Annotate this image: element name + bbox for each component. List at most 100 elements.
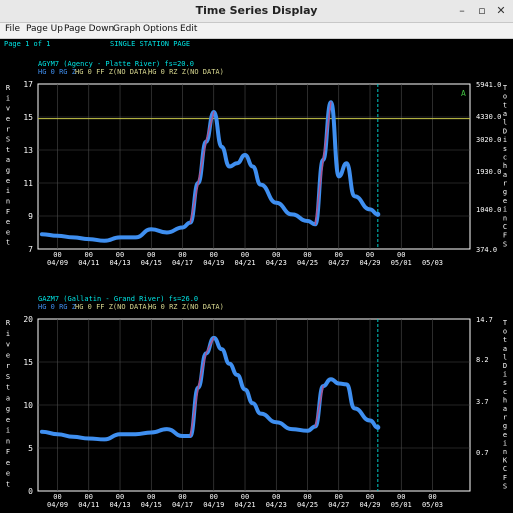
y-axis-title-char: e: [6, 351, 10, 359]
graphs-svg[interactable]: Page 1 of 1 SINGLE STATION PAGE AGYM7 (A…: [0, 39, 513, 513]
x-tick-date: 04/17: [172, 501, 193, 509]
y2-axis-title-char: s: [503, 379, 507, 387]
rising-limb-highlight: [322, 101, 332, 161]
y-axis-title-char: t: [6, 480, 10, 488]
y2-axis-title-char: e: [503, 431, 507, 439]
x-tick-date: 04/23: [266, 259, 287, 267]
series-end-point: [375, 211, 381, 217]
x-tick-date: 05/01: [391, 259, 412, 267]
x-tick-date: 04/09: [47, 501, 68, 509]
graph-canvas[interactable]: Page 1 of 1 SINGLE STATION PAGE AGYM7 (A…: [0, 39, 513, 513]
x-tick-date: 05/03: [422, 259, 443, 267]
y2-axis-title-char: i: [503, 371, 507, 379]
rising-limb-highlight: [314, 385, 324, 428]
y-tick-label: 17: [23, 80, 33, 89]
y2-axis-title-char: g: [503, 188, 507, 196]
y-tick-label: 5: [28, 444, 33, 453]
x-tick-hour: 00: [116, 251, 124, 259]
y2-tick-label: 1930.0: [476, 168, 501, 176]
x-tick-date: 04/23: [266, 501, 287, 509]
x-tick-hour: 00: [272, 251, 280, 259]
plot-frame: [37, 83, 471, 250]
x-tick-hour: 00: [397, 251, 405, 259]
y2-axis-title-char: F: [503, 232, 507, 240]
x-tick-date: 04/19: [203, 501, 224, 509]
x-tick-date: 04/15: [141, 501, 162, 509]
x-tick-date: 05/03: [422, 501, 443, 509]
y-axis-title-char: a: [6, 394, 10, 402]
y-axis-title-char: R: [6, 84, 11, 92]
y2-axis-title-char: r: [503, 180, 507, 188]
menu-page-down[interactable]: Page Down: [64, 24, 115, 34]
y-tick-label: 11: [23, 179, 33, 188]
series-end-point: [375, 424, 381, 430]
rising-limb-highlight: [205, 337, 215, 355]
x-tick-hour: 00: [85, 251, 93, 259]
y2-axis-title-char: r: [503, 414, 507, 422]
menu-page-up[interactable]: Page Up: [26, 24, 63, 34]
y-axis-title-char: e: [6, 218, 10, 226]
menu-graph[interactable]: Graph: [113, 24, 141, 34]
menu-options[interactable]: Options: [143, 24, 178, 34]
y2-axis-title-char: D: [503, 362, 507, 370]
y2-tick-label: 3.7: [476, 398, 489, 406]
y-tick-label: 15: [23, 113, 33, 122]
y2-axis-title-char: i: [503, 439, 507, 447]
rising-limb-highlight: [197, 141, 207, 184]
maximize-button[interactable]: ▫: [478, 4, 486, 17]
y-axis-title-char: t: [6, 239, 10, 247]
y2-axis-title-char: c: [503, 153, 507, 161]
x-tick-hour: 00: [335, 493, 343, 501]
y2-axis-title-char: K: [503, 457, 508, 465]
y2-axis-title-char: i: [503, 206, 507, 214]
menu-file[interactable]: File: [5, 24, 21, 34]
y2-axis-title-char: D: [503, 127, 507, 135]
y-tick-label: 10: [23, 401, 33, 410]
y2-axis-title-char: t: [503, 336, 507, 344]
x-tick-date: 04/25: [297, 259, 318, 267]
x-tick-date: 04/25: [297, 501, 318, 509]
x-tick-hour: 00: [147, 251, 155, 259]
y2-axis-title-char: n: [503, 448, 507, 456]
station-label: GAZM7 (Gallatin - Grand River) fs=26.0: [38, 295, 198, 303]
rising-limb-highlight: [205, 111, 215, 143]
stage-series-line: [39, 100, 380, 243]
y2-axis-title-char: T: [503, 84, 508, 92]
y-tick-label: 7: [28, 245, 33, 254]
page-mode-label: SINGLE STATION PAGE: [110, 40, 190, 48]
x-tick-hour: 00: [241, 493, 249, 501]
y2-axis-title-char: S: [503, 482, 507, 490]
y2-axis-title-char: s: [503, 145, 507, 153]
x-tick-hour: 00: [178, 251, 186, 259]
y-axis-title-char: r: [6, 362, 10, 370]
legend-entry: HG 0 RG Z: [38, 68, 76, 76]
x-tick-date: 05/01: [391, 501, 412, 509]
y2-tick-label: 5941.0: [476, 81, 501, 89]
y2-axis-title-char: e: [503, 197, 507, 205]
y2-axis-title-char: a: [503, 110, 507, 118]
close-button[interactable]: ✕: [496, 4, 506, 17]
y2-axis-title-char: F: [503, 474, 507, 482]
y2-axis-title-char: t: [503, 101, 507, 109]
y2-axis-title-char: C: [503, 223, 507, 231]
y2-tick-label: 0.7: [476, 449, 489, 457]
y-axis-title-char: S: [6, 373, 10, 381]
y-axis-title-char: v: [6, 105, 10, 113]
menu-edit[interactable]: Edit: [180, 24, 198, 34]
y-axis-title-char: v: [6, 341, 10, 349]
x-tick-hour: 00: [366, 251, 374, 259]
x-tick-hour: 00: [53, 251, 61, 259]
x-tick-date: 04/09: [47, 259, 68, 267]
y-axis-title-char: n: [6, 197, 10, 205]
minimize-button[interactable]: –: [459, 4, 465, 17]
y2-axis-title-char: h: [503, 162, 507, 170]
y-axis-title-char: n: [6, 437, 10, 445]
y-axis-title-char: i: [6, 187, 10, 195]
x-tick-hour: 00: [272, 493, 280, 501]
station-label: AGYM7 (Agency - Platte River) fs=20.0: [38, 60, 194, 68]
y2-tick-label: 4330.0: [476, 113, 501, 121]
x-tick-hour: 00: [147, 493, 155, 501]
y2-axis-title-char: n: [503, 214, 507, 222]
y-tick-label: 0: [28, 487, 33, 496]
x-tick-date: 04/27: [328, 501, 349, 509]
